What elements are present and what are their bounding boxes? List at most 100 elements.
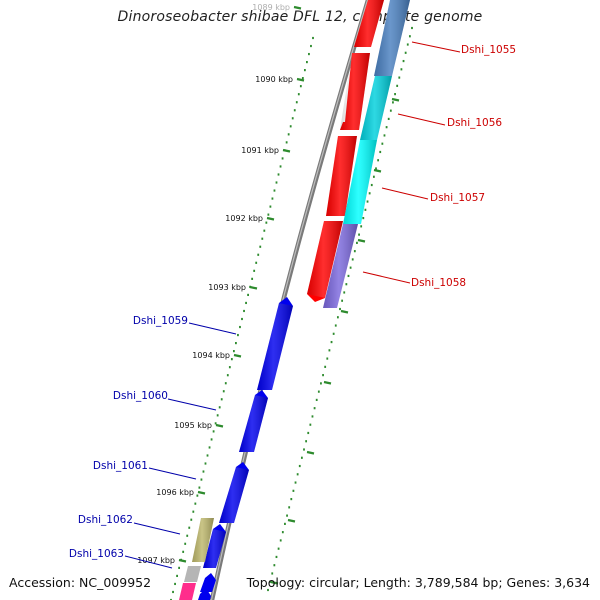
ruler-dot — [261, 237, 264, 240]
ruler-dot — [296, 473, 299, 476]
ruler-dot — [375, 167, 377, 170]
ruler-dot — [324, 365, 327, 368]
gene-label-right[interactable]: Dshi_1057 — [430, 192, 485, 204]
major-tick — [266, 216, 275, 221]
ruler-dot — [341, 299, 344, 302]
ruler-dot — [381, 142, 384, 145]
ruler-dot — [253, 269, 256, 272]
major-tick — [296, 77, 305, 82]
major-tick — [282, 148, 291, 153]
ruler-dot — [320, 382, 322, 385]
major-tick — [306, 450, 315, 455]
gene-block-blue[interactable] — [198, 588, 211, 600]
ruler-dot — [322, 374, 324, 377]
ruler-dot — [267, 588, 269, 592]
ruler-dot — [182, 550, 185, 553]
ruler-dot — [226, 374, 229, 377]
major-tick — [391, 97, 400, 102]
ruler-dot — [241, 317, 243, 321]
gene-label-left[interactable]: Dshi_1059 — [133, 315, 188, 327]
ruler-dot — [408, 35, 411, 38]
ruler-dot — [255, 261, 258, 264]
callout-line — [148, 467, 197, 480]
ruler-dot — [312, 36, 314, 40]
ruler-dot — [216, 414, 219, 417]
ruler-dot — [273, 189, 276, 192]
gene-shade — [257, 303, 293, 390]
gene-shade — [360, 76, 392, 140]
ruler-dot — [279, 165, 282, 168]
ruler-dot — [279, 539, 282, 542]
ruler-dot — [334, 324, 337, 327]
tick-label: 1091 kbp — [241, 146, 279, 155]
ruler-dot — [313, 407, 316, 410]
ruler-dot — [332, 332, 335, 335]
ruler-dot — [343, 291, 346, 294]
ruler-dot — [281, 157, 284, 160]
ruler-dot — [364, 208, 367, 211]
ruler-dot — [339, 307, 341, 311]
ruler-dot — [192, 510, 195, 513]
gene-label-right[interactable]: Dshi_1056 — [447, 117, 502, 129]
ruler-dot — [212, 430, 215, 433]
ruler-dot — [358, 233, 360, 236]
ruler-dot — [295, 101, 298, 104]
ruler-dot — [349, 266, 352, 269]
gene-label-left[interactable]: Dshi_1062 — [78, 514, 133, 526]
gene-label-right[interactable]: Dshi_1058 — [411, 277, 466, 289]
ruler-dot — [308, 52, 310, 56]
ruler-dot — [351, 258, 354, 261]
ruler-dot — [237, 333, 239, 337]
ruler-dot — [222, 390, 225, 393]
ruler-dot — [176, 574, 178, 578]
ruler-dot — [206, 454, 209, 457]
callout-line — [133, 522, 181, 535]
gene-label-right[interactable]: Dshi_1055 — [461, 44, 516, 56]
gene-block-blue[interactable] — [200, 573, 216, 592]
ruler-dot — [383, 134, 386, 137]
gene-shade — [326, 136, 357, 216]
major-tick — [215, 423, 224, 428]
tick-label: 1090 kbp — [255, 75, 293, 84]
ruler-dot — [178, 566, 181, 569]
gene-block-grey[interactable] — [184, 566, 201, 582]
gene-shade — [323, 224, 358, 308]
ruler-dot — [220, 398, 223, 401]
ruler-dot — [366, 200, 369, 203]
callout-line — [188, 322, 237, 335]
ruler-dot — [306, 60, 308, 64]
callout-line — [381, 187, 429, 200]
ruler-dot — [184, 542, 187, 545]
ruler-dot — [288, 506, 291, 509]
ruler-dot — [310, 44, 312, 48]
gene-block-pink[interactable] — [179, 583, 196, 600]
ruler-dot — [275, 181, 278, 184]
gene-shade — [307, 221, 343, 298]
gene-label-left[interactable]: Dshi_1061 — [93, 460, 148, 472]
major-tick — [340, 309, 349, 314]
ruler-dot — [396, 84, 399, 87]
ruler-dot — [293, 109, 296, 112]
ruler-dot — [190, 518, 193, 521]
ruler-dot — [230, 358, 233, 361]
tick-label: 1094 kbp — [192, 351, 230, 360]
ruler-dot — [305, 440, 308, 443]
tick-label: 1093 kbp — [208, 283, 246, 292]
ruler-dot — [289, 125, 292, 128]
tick-label: 1089 kbp — [252, 3, 290, 12]
coordinate-ticks-left: 1089 kbp 1090 kbp 1091 kbp 1092 kbp 1093 kbp… — [137, 3, 314, 600]
gene-label-left[interactable]: Dshi_1063 — [69, 548, 124, 560]
accession-text: Accession: NC_009952 — [9, 575, 152, 590]
gene-label-left[interactable]: Dshi_1060 — [113, 390, 168, 402]
ruler-dot — [360, 225, 363, 228]
ruler-dot — [317, 390, 320, 393]
ruler-dot — [265, 221, 268, 224]
ruler-dot — [307, 431, 310, 435]
ruler-dot — [196, 494, 199, 497]
major-tick — [293, 5, 302, 10]
ruler-dot — [273, 564, 276, 567]
ruler-dot — [281, 531, 284, 534]
ruler-dot — [387, 117, 390, 121]
major-tick — [323, 380, 332, 385]
